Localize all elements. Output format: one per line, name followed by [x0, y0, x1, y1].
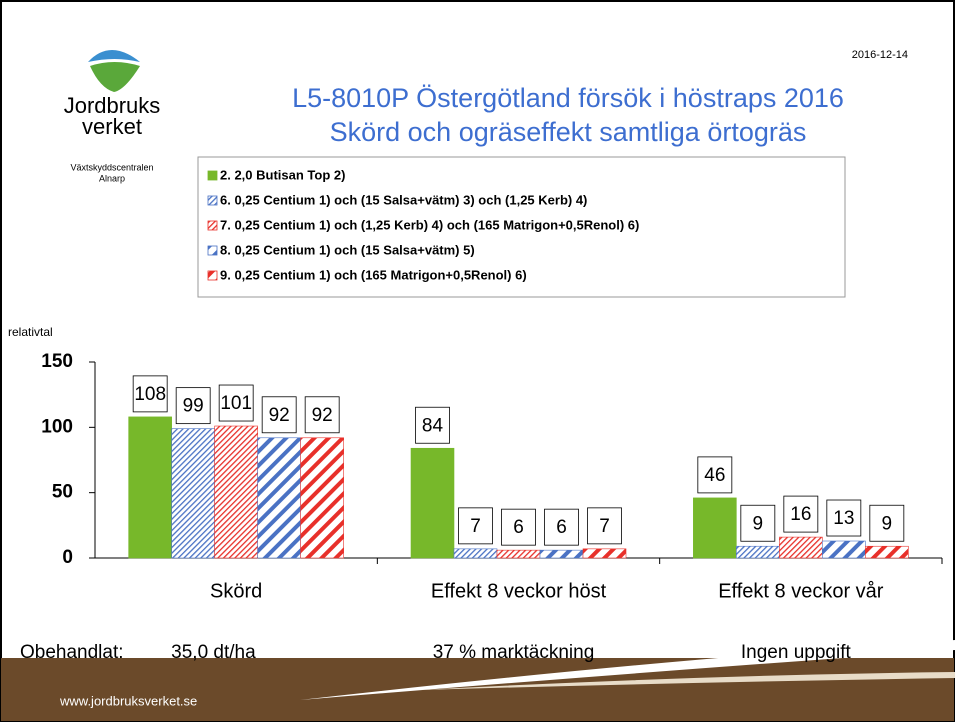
- data-label: 9: [753, 513, 764, 534]
- unit-text: Växtskyddscentralen: [70, 162, 153, 172]
- bar: [865, 546, 908, 558]
- logo-text: verket: [82, 114, 142, 139]
- data-label: 13: [833, 508, 854, 529]
- untreated-value: 35,0 dt/ha: [171, 642, 256, 663]
- data-label: 101: [220, 393, 252, 414]
- bar: [454, 549, 497, 558]
- legend-swatch: [208, 196, 217, 205]
- bar: [129, 417, 172, 558]
- data-label: 6: [513, 517, 524, 538]
- bar: [583, 549, 626, 558]
- legend-swatch: [208, 221, 217, 230]
- untreated-value: 37 % marktäckning: [433, 642, 595, 663]
- data-label: 9: [882, 513, 893, 534]
- y-tick-label: 50: [52, 482, 73, 503]
- bar: [736, 546, 779, 558]
- footer-band: [1, 658, 954, 721]
- legend-label: 9. 0,25 Centium 1) och (165 Matrigon+0,5…: [220, 267, 527, 282]
- y-tick-label: 150: [41, 351, 73, 372]
- data-label: 108: [134, 384, 166, 405]
- bar: [822, 541, 865, 558]
- legend-swatch: [208, 171, 217, 180]
- unit-text: Alnarp: [99, 173, 125, 183]
- bar: [258, 438, 301, 558]
- data-label: 92: [269, 405, 290, 426]
- data-label: 7: [599, 516, 610, 537]
- footer-url: www.jordbruksverket.se: [59, 693, 197, 708]
- bar: [411, 448, 454, 558]
- legend-label: 7. 0,25 Centium 1) och (1,25 Kerb) 4) oc…: [220, 217, 639, 232]
- legend-label: 6. 0,25 Centium 1) och (15 Salsa+vätm) 3…: [220, 192, 587, 207]
- chart-title: L5-8010P Östergötland försök i höstraps …: [292, 83, 844, 113]
- legend-swatch: [208, 246, 217, 255]
- legend-label: 8. 0,25 Centium 1) och (15 Salsa+vätm) 5…: [220, 242, 475, 257]
- data-label: 99: [183, 396, 204, 417]
- y-tick-label: 100: [41, 416, 73, 437]
- data-label: 7: [470, 516, 481, 537]
- y-tick-label: 0: [62, 547, 73, 568]
- y-axis-label: relativtal: [8, 325, 53, 339]
- bar: [779, 537, 822, 558]
- data-label: 92: [312, 405, 333, 426]
- data-label: 46: [704, 465, 725, 486]
- bar: [215, 426, 258, 558]
- data-label: 6: [556, 517, 567, 538]
- data-label: 16: [790, 504, 811, 525]
- x-tick-label: Skörd: [210, 580, 262, 602]
- bar: [301, 438, 344, 558]
- slide: Jordbruks verket Växtskyddscentralen Aln…: [0, 0, 955, 722]
- bar: [540, 550, 583, 558]
- x-tick-label: Effekt 8 veckor vår: [718, 580, 884, 602]
- bar: [172, 429, 215, 558]
- untreated-value: Ingen uppgift: [741, 642, 852, 663]
- chart-subtitle: Skörd och ogräseffekt samtliga örtogräs: [330, 117, 807, 147]
- legend-swatch: [208, 271, 217, 280]
- x-tick-label: Effekt 8 veckor höst: [431, 580, 607, 602]
- legend-label: 2. 2,0 Butisan Top 2): [220, 167, 345, 182]
- data-label: 84: [422, 415, 444, 436]
- bar: [497, 550, 540, 558]
- date: 2016-12-14: [852, 49, 908, 61]
- bar: [693, 498, 736, 558]
